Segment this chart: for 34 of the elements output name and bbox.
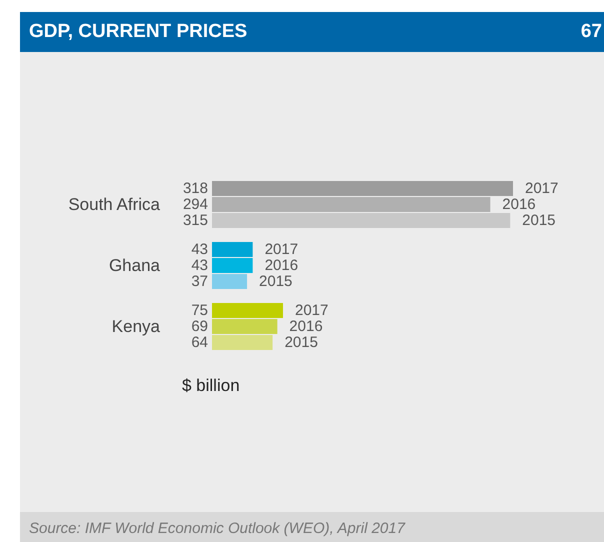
y-tick-label: South Africa xyxy=(68,195,161,214)
data-label: 64 xyxy=(191,334,208,351)
data-label: 75 xyxy=(191,302,208,319)
data-label: 69 xyxy=(191,318,208,335)
chart-title: GDP, CURRENT PRICES xyxy=(29,21,248,43)
bar xyxy=(212,319,278,334)
data-label: 43 xyxy=(191,241,208,258)
bar xyxy=(212,274,248,289)
text: 2015 xyxy=(284,334,318,351)
y-tick-label: Kenya xyxy=(112,317,161,336)
data-label: 43 xyxy=(191,257,208,274)
text: 2017 xyxy=(294,302,328,319)
bar xyxy=(212,197,490,212)
bar xyxy=(212,335,273,350)
data-label: 315 xyxy=(182,212,208,229)
bar xyxy=(212,181,513,196)
source-note: Source: IMF World Economic Outlook (WEO), April 2017 xyxy=(29,520,405,537)
bar xyxy=(212,213,510,228)
text: 67 xyxy=(580,21,602,43)
bar xyxy=(212,242,253,257)
text: $ billion xyxy=(182,376,240,396)
text: 2016 xyxy=(289,318,323,335)
data-label: 37 xyxy=(191,273,208,290)
series-label: 2015 xyxy=(522,212,556,229)
bar xyxy=(212,303,283,318)
series-label: 2017 xyxy=(525,180,558,197)
bar xyxy=(212,258,253,273)
series-label: 2016 xyxy=(502,196,536,213)
data-label: 294 xyxy=(182,196,208,213)
text: 2016 xyxy=(264,257,298,274)
text: 2017 xyxy=(264,241,298,258)
text: 2015 xyxy=(259,273,292,290)
y-tick-label: Ghana xyxy=(108,256,161,275)
data-label: 318 xyxy=(182,180,208,197)
